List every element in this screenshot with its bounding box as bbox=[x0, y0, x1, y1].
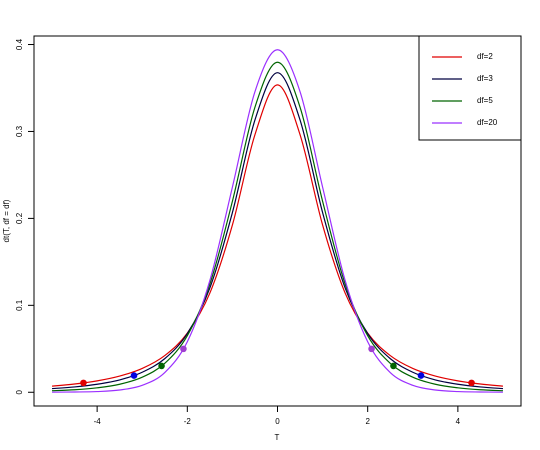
critical-point bbox=[158, 362, 165, 370]
x-axis-label: T bbox=[275, 433, 280, 442]
legend-label: df=3 bbox=[477, 74, 493, 83]
critical-point bbox=[180, 345, 187, 353]
critical-point bbox=[368, 345, 375, 353]
legend-label: df=2 bbox=[477, 52, 493, 61]
legend-label: df=20 bbox=[477, 118, 498, 127]
x-tick-label: -2 bbox=[184, 417, 192, 426]
critical-point bbox=[80, 379, 87, 387]
line bbox=[52, 61, 503, 392]
critical-point bbox=[417, 372, 425, 379]
x-tick-label: 2 bbox=[365, 417, 370, 426]
line bbox=[51, 72, 504, 390]
line bbox=[52, 49, 503, 393]
legend-label: df=5 bbox=[477, 96, 493, 105]
critical-point bbox=[130, 372, 138, 379]
y-tick-label: 0.1 bbox=[15, 299, 24, 311]
x-tick-label: 0 bbox=[275, 417, 280, 426]
critical-point bbox=[390, 362, 397, 370]
legend-box bbox=[418, 35, 522, 141]
y-tick-label: 0 bbox=[15, 389, 24, 394]
x-tick-label: 4 bbox=[456, 417, 461, 426]
x-tick-label: -4 bbox=[94, 417, 102, 426]
critical-point bbox=[468, 379, 475, 387]
line bbox=[51, 84, 504, 387]
y-tick-label: 0.4 bbox=[15, 38, 24, 50]
y-tick-label: 0.3 bbox=[15, 125, 24, 137]
y-axis-label: dt(T, df = df) bbox=[2, 199, 11, 242]
y-tick-label: 0.2 bbox=[15, 212, 24, 224]
